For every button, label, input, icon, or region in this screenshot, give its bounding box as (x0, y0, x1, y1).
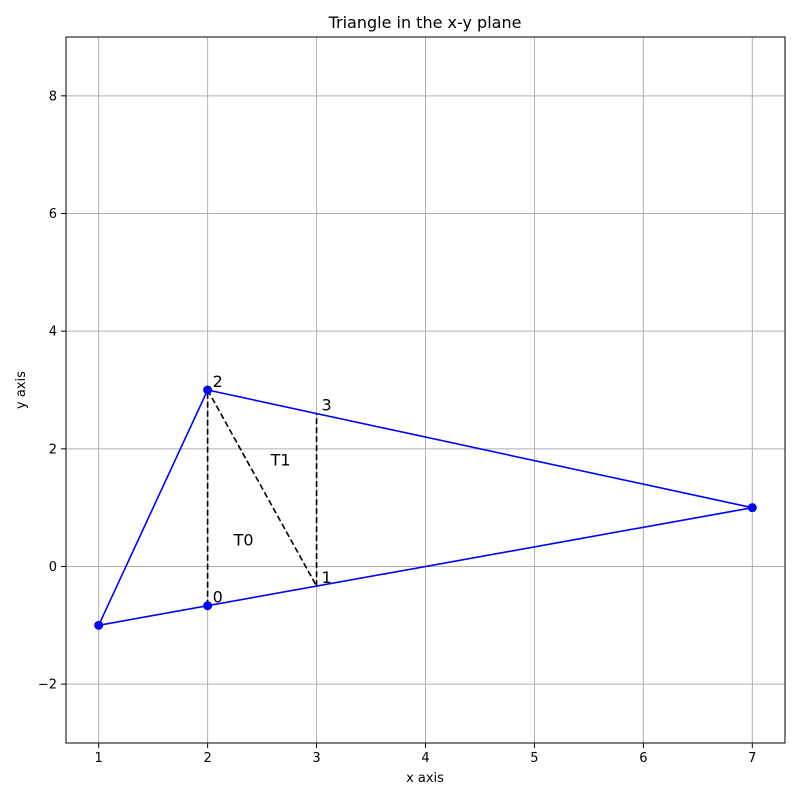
y-tick-label: 6 (49, 207, 57, 222)
region-label: T0 (233, 531, 254, 550)
x-tick-label: 4 (421, 751, 429, 766)
x-axis-label: x axis (406, 771, 444, 786)
x-tick-label: 1 (95, 751, 103, 766)
triangle-outline (97, 389, 753, 627)
region-label: T1 (270, 451, 291, 470)
series (94, 385, 757, 630)
vertex-marker (94, 620, 104, 630)
y-tick-label: 4 (49, 325, 57, 340)
vertex-marker (747, 503, 757, 513)
vertex-marker (203, 601, 213, 611)
point-label: 2 (213, 372, 223, 391)
x-tick-label: 7 (748, 751, 756, 766)
x-tick-label: 3 (312, 751, 320, 766)
x-tick-label: 5 (530, 751, 538, 766)
y-tick-label: 8 (49, 89, 57, 104)
y-axis-label: y axis (14, 371, 29, 409)
point-label: 1 (322, 568, 332, 587)
dashed-line (206, 389, 318, 587)
y-tick-label: −2 (38, 678, 57, 693)
point-label: 3 (322, 396, 332, 415)
ticks: 1 2 3 4 5 6 7 −2 0 2 4 6 8 (38, 89, 757, 766)
chart-title: Triangle in the x-y plane (328, 13, 522, 32)
annotations: 0 1 2 3 T0 T1 (213, 372, 332, 607)
vertex-marker (203, 385, 213, 395)
y-tick-label: 0 (49, 560, 57, 575)
grid (66, 37, 785, 743)
point-label: 0 (213, 588, 223, 607)
x-tick-label: 2 (203, 751, 211, 766)
x-tick-label: 6 (639, 751, 647, 766)
y-tick-label: 2 (49, 442, 57, 457)
